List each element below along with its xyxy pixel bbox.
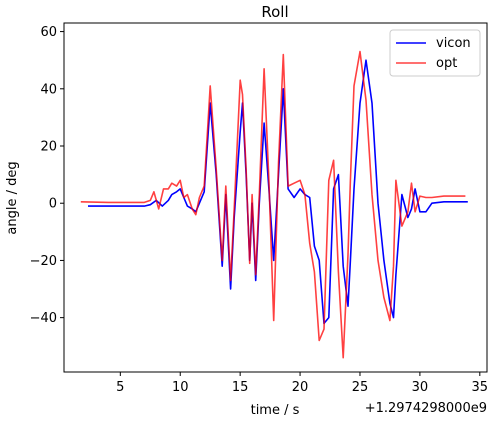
plot-border [63, 22, 488, 373]
x-tick-label: 10 [172, 380, 189, 395]
x-axis-offset-label: +1.2974298000e9 [365, 401, 487, 416]
y-axis: −40 −20 0 20 40 60 [30, 25, 64, 326]
x-tick-label: 25 [352, 380, 369, 395]
y-tick-label: 40 [40, 82, 57, 97]
legend-label-opt: opt [436, 56, 457, 71]
x-tick-label: 5 [116, 380, 124, 395]
y-tick-label: −20 [30, 254, 57, 269]
legend-box [389, 29, 481, 77]
x-tick-label: 30 [412, 380, 429, 395]
x-tick-label: 15 [232, 380, 249, 395]
x-axis: 5 10 15 20 25 30 35 [116, 372, 488, 395]
legend: vicon opt [389, 29, 481, 77]
x-tick-label: 35 [472, 380, 489, 395]
y-tick-label: −40 [30, 311, 57, 326]
x-tick-label: 20 [292, 380, 309, 395]
y-axis-label: angle / deg [5, 161, 20, 234]
series-lines [80, 50, 468, 359]
series-line-opt [80, 50, 466, 359]
x-axis-label: time / s [251, 403, 300, 418]
legend-label-vicon: vicon [436, 36, 471, 51]
chart-title: Roll [261, 3, 288, 21]
y-tick-label: 20 [40, 140, 57, 155]
y-tick-label: 0 [49, 197, 57, 212]
y-tick-label: 60 [40, 25, 57, 40]
